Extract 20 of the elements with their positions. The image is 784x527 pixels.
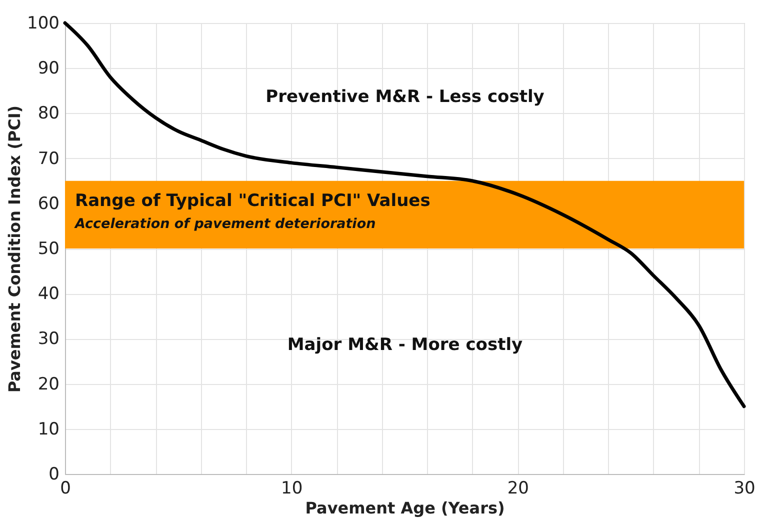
x-tick-label: 10 [281,478,303,498]
y-tick-label: 20 [38,374,60,394]
y-tick-label: 90 [38,58,60,79]
band-label: Range of Typical "Critical PCI" Values [75,190,430,211]
x-axis-title: Pavement Age (Years) [305,498,505,518]
y-tick-label: 10 [38,419,60,440]
x-tick-label: 30 [734,478,756,498]
annotation: Preventive M&R - Less costly [266,87,544,107]
y-tick-label: 0 [48,464,60,484]
annotation: Acceleration of pavement deterioration [74,216,376,232]
x-tick-label: 20 [507,478,529,498]
y-tick-label: 30 [38,329,60,350]
y-axis-title: Pavement Condition Index (PCI) [5,105,24,393]
y-tick-label: 40 [38,284,60,304]
y-tick-label: 100 [27,14,60,34]
y-tick-label: 70 [38,148,60,169]
annotation: Major M&R - More costly [287,335,523,355]
y-tick-label: 80 [38,104,60,124]
y-tick-label: 50 [38,239,60,259]
y-tick-label: 60 [38,194,60,214]
